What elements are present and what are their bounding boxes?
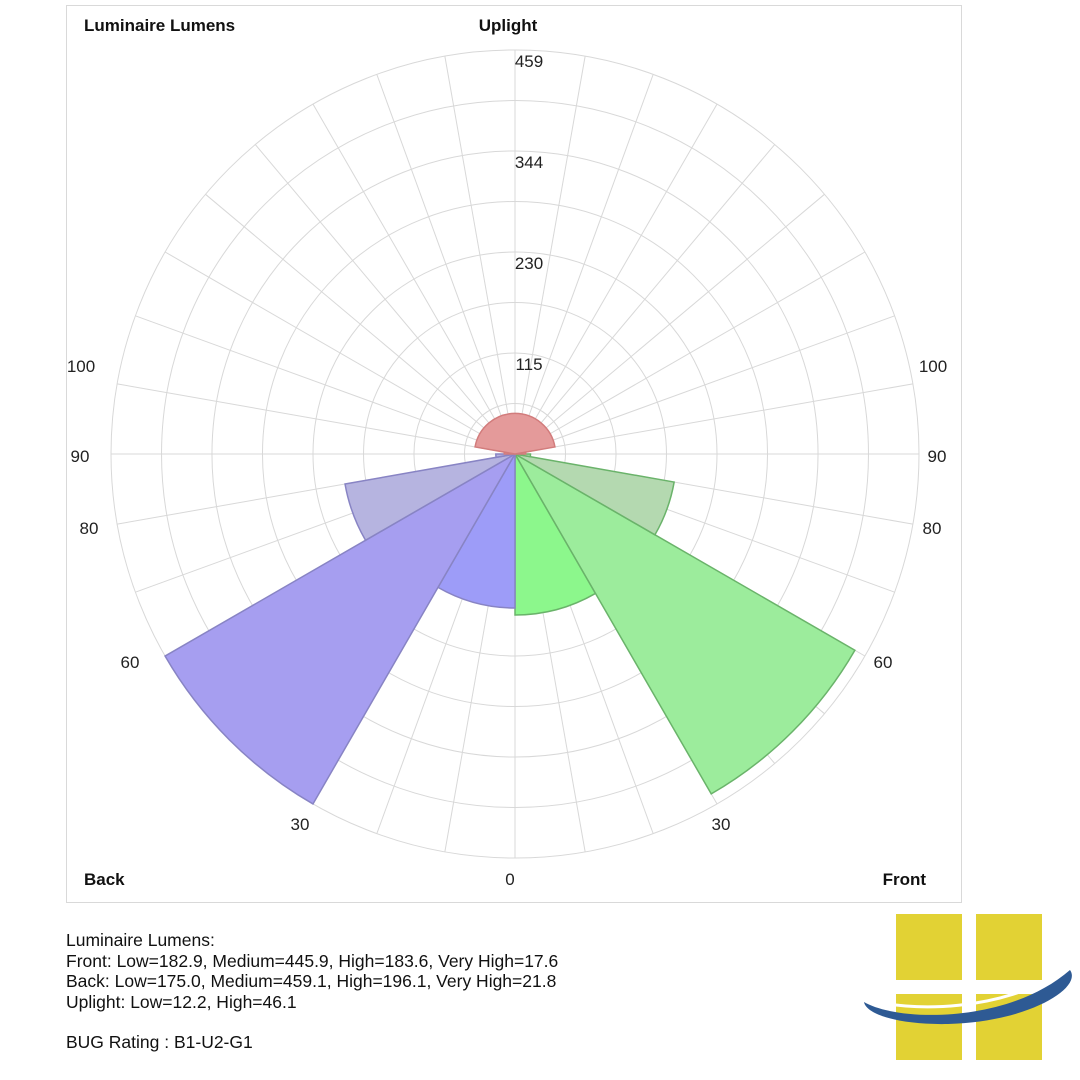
- zone-wedge-back-high: [344, 453, 516, 542]
- back-label: Back: [84, 870, 125, 889]
- summary-front: Front: Low=182.9, Medium=445.9, High=183…: [66, 950, 559, 971]
- radial-tick-label: 459: [515, 52, 543, 71]
- zone-wedge-front-medium: [512, 451, 856, 795]
- radial-tick-label: 344: [515, 153, 543, 172]
- angle-label-back-100: 100: [67, 357, 95, 376]
- chart-labels: Luminaire Lumens Uplight Back Front 0 45…: [67, 16, 947, 889]
- bug-polar-chart: Luminaire Lumens Uplight Back Front 0 45…: [67, 16, 947, 889]
- logo-swoosh: [864, 970, 1072, 1025]
- front-label: Front: [883, 870, 927, 889]
- grid-spoke: [514, 383, 913, 455]
- grid-spoke: [254, 144, 516, 455]
- angle-label-front-80: 80: [923, 519, 942, 538]
- zone-wedge-up-high: [474, 412, 556, 455]
- grid-spoke: [205, 193, 516, 455]
- angle-label-front-60: 60: [874, 653, 893, 672]
- grid-spoke: [514, 315, 895, 455]
- zone-wedge-front-high: [514, 453, 676, 536]
- grid-spoke: [135, 315, 516, 455]
- bug-rating: BUG Rating : B1-U2-G1: [66, 1032, 253, 1052]
- grid-spoke: [514, 74, 654, 455]
- chart-frame: [66, 5, 962, 903]
- zone-wedges: [164, 412, 856, 805]
- grid-spoke: [444, 56, 516, 455]
- uplight-label: Uplight: [479, 16, 538, 35]
- grid-spoke: [514, 193, 825, 455]
- zone-wedge-back-medium: [164, 451, 518, 805]
- grid-spoke: [514, 144, 776, 455]
- angle-label-back-80: 80: [80, 519, 99, 538]
- chart-title: Luminaire Lumens: [84, 16, 235, 35]
- summary-uplight: Uplight: Low=12.2, High=46.1: [66, 991, 297, 1012]
- grid-spoke: [312, 103, 516, 455]
- grid-spoke: [117, 383, 516, 455]
- radial-tick-label: 115: [515, 355, 542, 374]
- summary-heading: Luminaire Lumens:: [66, 930, 215, 950]
- angle-label-front-90: 90: [928, 447, 947, 466]
- angle-label-back-60: 60: [121, 653, 140, 672]
- angle-label-front-30: 30: [712, 815, 731, 834]
- radial-tick-label: 230: [515, 254, 543, 273]
- grid-spoke: [514, 103, 718, 455]
- angle-label-front-100: 100: [919, 357, 947, 376]
- logo-square: [896, 914, 962, 980]
- grid-spoke: [376, 74, 516, 455]
- angle-label-0: 0: [505, 870, 514, 889]
- summary-back: Back: Low=175.0, Medium=459.1, High=196.…: [66, 971, 557, 991]
- grid-spoke: [514, 56, 586, 455]
- grid-spoke: [164, 251, 516, 455]
- zone-wedge-back-very-high: [495, 453, 516, 459]
- lumens-summary: Luminaire Lumens: Front: Low=182.9, Medi…: [66, 930, 558, 1053]
- logo-swoosh-highlight: [863, 970, 1059, 1009]
- grid-spoke: [514, 251, 866, 455]
- angle-label-back-30: 30: [291, 815, 310, 834]
- logo-square: [976, 914, 1042, 980]
- angle-label-back-90: 90: [71, 447, 90, 466]
- company-logo: [863, 914, 1072, 1060]
- logo-square: [896, 994, 962, 1060]
